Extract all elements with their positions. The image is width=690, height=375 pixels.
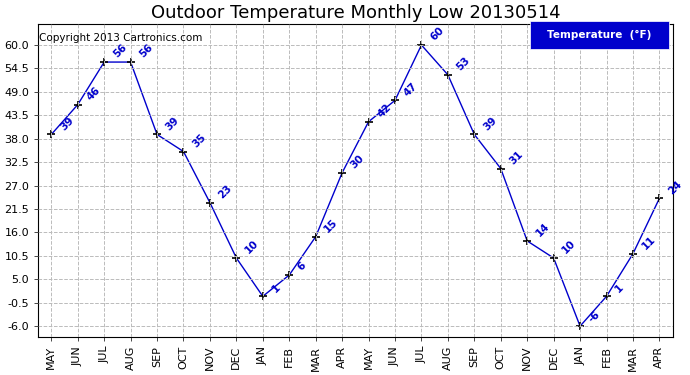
Text: 47: 47 xyxy=(402,81,420,98)
Text: Copyright 2013 Cartronics.com: Copyright 2013 Cartronics.com xyxy=(39,33,202,43)
Text: 35: 35 xyxy=(190,132,208,149)
Text: 11: 11 xyxy=(640,234,658,252)
Text: Temperature  (°F): Temperature (°F) xyxy=(547,30,652,40)
FancyBboxPatch shape xyxy=(530,21,669,49)
Text: -6: -6 xyxy=(587,309,602,324)
Text: 53: 53 xyxy=(455,56,472,73)
Text: 39: 39 xyxy=(481,115,498,132)
Text: 56: 56 xyxy=(111,43,128,60)
Text: 39: 39 xyxy=(164,115,181,132)
Text: 56: 56 xyxy=(137,43,155,60)
Text: 1: 1 xyxy=(613,282,626,294)
Text: 14: 14 xyxy=(534,221,551,239)
Text: 10: 10 xyxy=(560,238,578,256)
Text: 10: 10 xyxy=(244,238,261,256)
Text: 60: 60 xyxy=(428,26,446,43)
Text: 1: 1 xyxy=(270,282,282,294)
Text: 42: 42 xyxy=(375,102,393,120)
Text: 30: 30 xyxy=(349,153,366,171)
Text: 15: 15 xyxy=(323,217,340,234)
Text: 24: 24 xyxy=(667,179,684,196)
Text: 6: 6 xyxy=(296,261,308,273)
Text: 39: 39 xyxy=(58,115,75,132)
Text: 31: 31 xyxy=(508,149,525,166)
Title: Outdoor Temperature Monthly Low 20130514: Outdoor Temperature Monthly Low 20130514 xyxy=(150,4,560,22)
Text: 23: 23 xyxy=(217,183,234,201)
Text: 46: 46 xyxy=(85,85,102,102)
